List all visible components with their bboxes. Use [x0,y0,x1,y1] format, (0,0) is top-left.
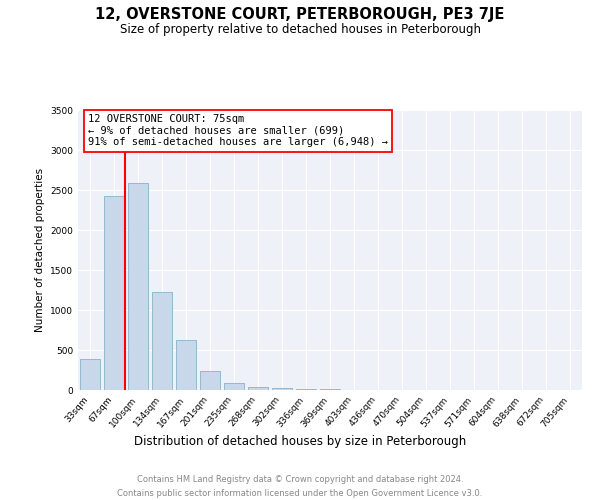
Bar [128,183,148,390]
Bar [224,383,244,390]
Bar [296,389,316,390]
Text: 12 OVERSTONE COURT: 75sqm
← 9% of detached houses are smaller (699)
91% of semi-: 12 OVERSTONE COURT: 75sqm ← 9% of detach… [88,114,388,148]
Bar [152,292,172,390]
Bar [200,371,220,390]
Bar [176,340,196,390]
Y-axis label: Number of detached properties: Number of detached properties [35,168,44,332]
Bar [104,196,124,390]
Bar [320,389,340,390]
Text: 12, OVERSTONE COURT, PETERBOROUGH, PE3 7JE: 12, OVERSTONE COURT, PETERBOROUGH, PE3 7… [95,8,505,22]
Text: Distribution of detached houses by size in Peterborough: Distribution of detached houses by size … [134,435,466,448]
Text: Size of property relative to detached houses in Peterborough: Size of property relative to detached ho… [119,22,481,36]
Bar [272,388,292,390]
Bar [248,387,268,390]
Bar [80,359,100,390]
Text: Contains HM Land Registry data © Crown copyright and database right 2024.
Contai: Contains HM Land Registry data © Crown c… [118,476,482,498]
